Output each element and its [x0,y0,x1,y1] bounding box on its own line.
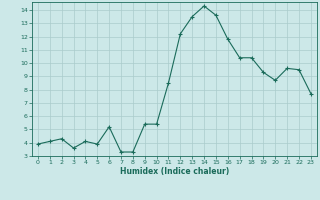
X-axis label: Humidex (Indice chaleur): Humidex (Indice chaleur) [120,167,229,176]
